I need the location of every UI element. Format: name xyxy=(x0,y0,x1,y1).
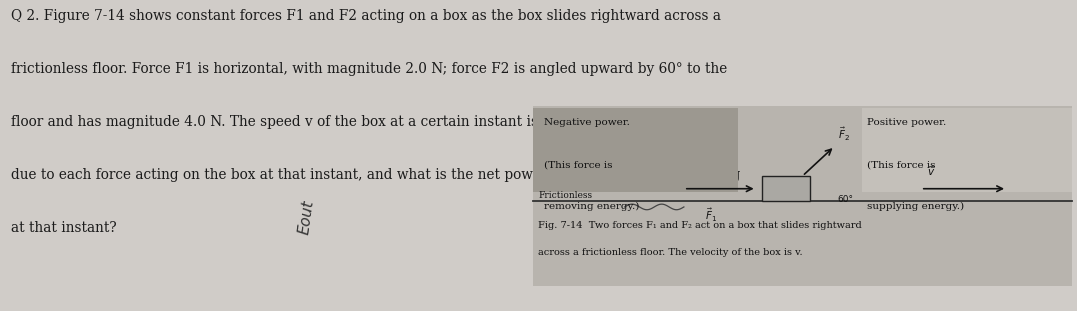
Text: removing energy.): removing energy.) xyxy=(544,202,640,211)
Text: $\vec{F}_2$: $\vec{F}_2$ xyxy=(838,126,850,143)
Text: (This force is: (This force is xyxy=(867,160,936,169)
Text: Negative power.: Negative power. xyxy=(544,118,630,128)
Bar xyxy=(533,108,738,192)
Text: frictionless floor. Force F1 is horizontal, with magnitude 2.0 N; force F2 is an: frictionless floor. Force F1 is horizont… xyxy=(11,62,727,76)
Text: Positive power.: Positive power. xyxy=(867,118,947,128)
Bar xyxy=(533,106,1072,286)
Text: (This force is: (This force is xyxy=(544,160,613,169)
Text: floor and has magnitude 4.0 N. The speed v of the box at a certain instant is 3.: floor and has magnitude 4.0 N. The speed… xyxy=(11,115,727,129)
Text: due to each force acting on the box at that instant, and what is the net power? : due to each force acting on the box at t… xyxy=(11,168,740,182)
Text: across a frictionless floor. The velocity of the box is v.: across a frictionless floor. The velocit… xyxy=(538,248,803,257)
Text: Frictionless: Frictionless xyxy=(538,192,592,200)
Text: Eout: Eout xyxy=(297,200,317,236)
Text: $\vec{v}$: $\vec{v}$ xyxy=(927,165,936,178)
Text: supplying energy.): supplying energy.) xyxy=(867,202,964,211)
Text: at that instant?: at that instant? xyxy=(11,221,116,235)
Text: Q 2. Figure 7-14 shows constant forces F1 and F2 acting on a box as the box slid: Q 2. Figure 7-14 shows constant forces F… xyxy=(11,9,721,23)
Text: 60°: 60° xyxy=(838,195,853,204)
Bar xyxy=(763,176,810,201)
Text: $\vec{F}_1$: $\vec{F}_1$ xyxy=(704,207,717,224)
Text: Fig. 7-14  Two forces F₁ and F₂ act on a box that slides rightward: Fig. 7-14 Two forces F₁ and F₂ act on a … xyxy=(538,221,863,230)
Bar xyxy=(862,108,1072,192)
